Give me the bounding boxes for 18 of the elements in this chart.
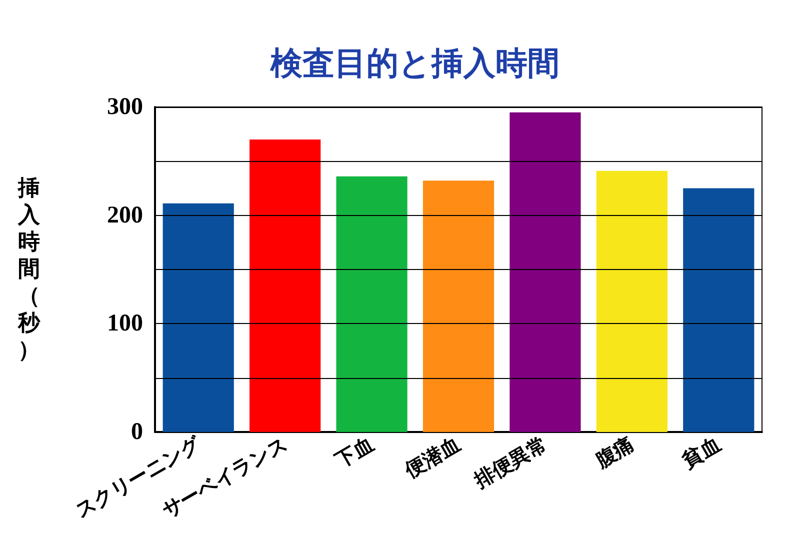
x-tick-label: 下血 — [330, 432, 378, 473]
bar — [422, 180, 494, 432]
bar — [162, 203, 234, 432]
y-tick-label: 200 — [107, 202, 143, 228]
y-axis-title: 挿入時間（秒） — [17, 176, 41, 363]
bar — [596, 170, 668, 432]
bar — [510, 112, 581, 432]
bar — [250, 140, 321, 432]
y-tick-label: 100 — [107, 310, 143, 337]
chart-title: 検査目的と挿入時間 — [270, 44, 560, 82]
bar — [683, 188, 754, 432]
bar — [336, 176, 408, 432]
x-tick-label: 便潜血 — [400, 432, 464, 483]
x-tick-label: 腹痛 — [590, 432, 638, 473]
y-tick-label: 300 — [107, 94, 143, 120]
y-tick-label: 0 — [131, 419, 143, 445]
x-tick-label: 貧血 — [677, 432, 725, 473]
x-tick-label: 排便異常 — [469, 432, 552, 493]
